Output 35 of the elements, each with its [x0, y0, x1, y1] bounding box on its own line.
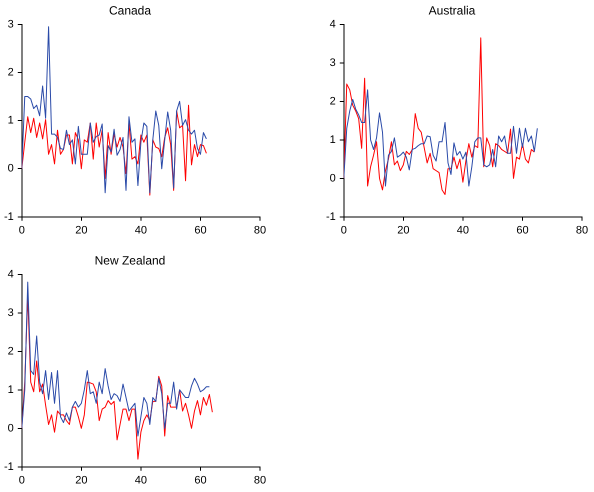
x-tick-label: 20	[75, 474, 88, 486]
y-tick-label: 2	[8, 66, 14, 79]
y-tick-label: 3	[330, 56, 336, 69]
x-tick-label: 60	[516, 224, 529, 236]
y-tick-label: 0	[8, 162, 14, 175]
y-tick-label: 2	[8, 345, 14, 358]
y-tick-label: 1	[330, 134, 336, 146]
y-tick-label: 4	[8, 268, 14, 280]
x-tick-label: 20	[397, 224, 410, 236]
chart-title: Australia	[428, 4, 476, 18]
x-tick-label: 40	[134, 224, 148, 236]
chart-title: Canada	[108, 4, 152, 18]
x-tick-label: 80	[576, 224, 588, 236]
x-tick-label: 80	[254, 474, 266, 486]
x-tick-label: 80	[254, 224, 266, 236]
y-tick-label: 3	[8, 306, 14, 319]
x-tick-label: 40	[456, 224, 470, 236]
x-tick-label: 40	[134, 474, 148, 486]
y-tick-label: -1	[4, 210, 14, 223]
y-tick-label: 3	[8, 18, 14, 30]
y-tick-label: -1	[326, 210, 336, 223]
x-tick-label: 0	[340, 224, 347, 236]
y-tick-label: 1	[8, 384, 14, 396]
x-tick-label: 60	[194, 224, 207, 236]
x-tick-label: 60	[194, 474, 207, 486]
y-tick-label: 4	[330, 18, 336, 30]
y-tick-label: 2	[330, 95, 336, 108]
y-tick-label: 1	[8, 114, 14, 127]
x-tick-label: 20	[75, 224, 88, 236]
x-tick-label: 0	[18, 474, 25, 486]
y-tick-label: -1	[4, 460, 14, 473]
y-tick-label: 0	[330, 172, 336, 184]
chart-title: New Zealand	[94, 254, 166, 268]
y-tick-label: 0	[8, 422, 14, 434]
x-tick-label: 0	[18, 224, 25, 236]
